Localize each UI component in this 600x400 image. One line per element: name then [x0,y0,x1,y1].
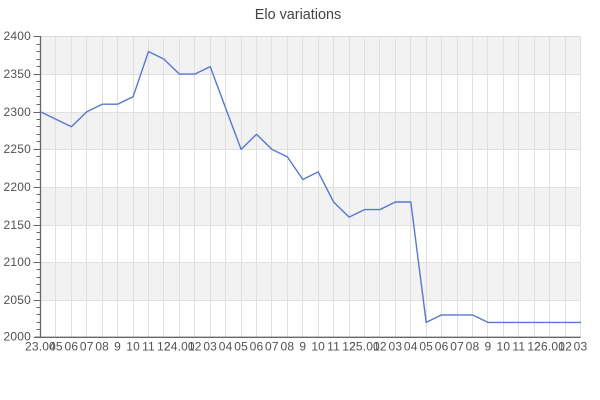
svg-text:05: 05 [49,340,63,354]
svg-text:07: 07 [80,340,94,354]
svg-text:9: 9 [299,340,306,354]
svg-text:02: 02 [373,340,387,354]
svg-text:10: 10 [497,340,511,354]
svg-text:06: 06 [435,340,449,354]
svg-text:04: 04 [404,340,418,354]
svg-text:Elo variations: Elo variations [255,7,341,23]
svg-text:05: 05 [419,340,433,354]
svg-text:2050: 2050 [4,293,32,307]
svg-text:08: 08 [281,340,295,354]
svg-text:08: 08 [466,340,480,354]
svg-text:04: 04 [219,340,233,354]
svg-text:07: 07 [450,340,464,354]
svg-text:10: 10 [126,340,140,354]
svg-text:2300: 2300 [4,105,32,119]
svg-text:23.04: 23.04 [25,340,56,354]
svg-text:24.01: 24.01 [164,340,195,354]
svg-text:03: 03 [203,340,217,354]
svg-text:02: 02 [188,340,202,354]
svg-text:12: 12 [157,340,171,354]
svg-text:2250: 2250 [4,142,32,156]
svg-text:10: 10 [311,340,325,354]
svg-text:11: 11 [327,340,340,354]
svg-text:2400: 2400 [4,29,32,43]
svg-text:2350: 2350 [4,67,32,81]
svg-text:2000: 2000 [4,330,32,344]
svg-text:9: 9 [484,340,491,354]
svg-text:03: 03 [389,340,403,354]
svg-text:12: 12 [342,340,356,354]
svg-text:08: 08 [95,340,109,354]
svg-text:11: 11 [512,340,525,354]
svg-text:2100: 2100 [4,255,32,269]
svg-text:06: 06 [65,340,79,354]
svg-text:12: 12 [527,340,541,354]
svg-text:2150: 2150 [4,218,32,232]
svg-text:9: 9 [114,340,121,354]
svg-text:02: 02 [558,340,572,354]
svg-text:03: 03 [574,340,588,354]
svg-text:26.01: 26.01 [534,340,565,354]
svg-text:11: 11 [142,340,155,354]
svg-text:2200: 2200 [4,180,32,194]
svg-text:25.01: 25.01 [349,340,380,354]
svg-text:05: 05 [234,340,248,354]
svg-text:06: 06 [250,340,264,354]
svg-text:07: 07 [265,340,279,354]
